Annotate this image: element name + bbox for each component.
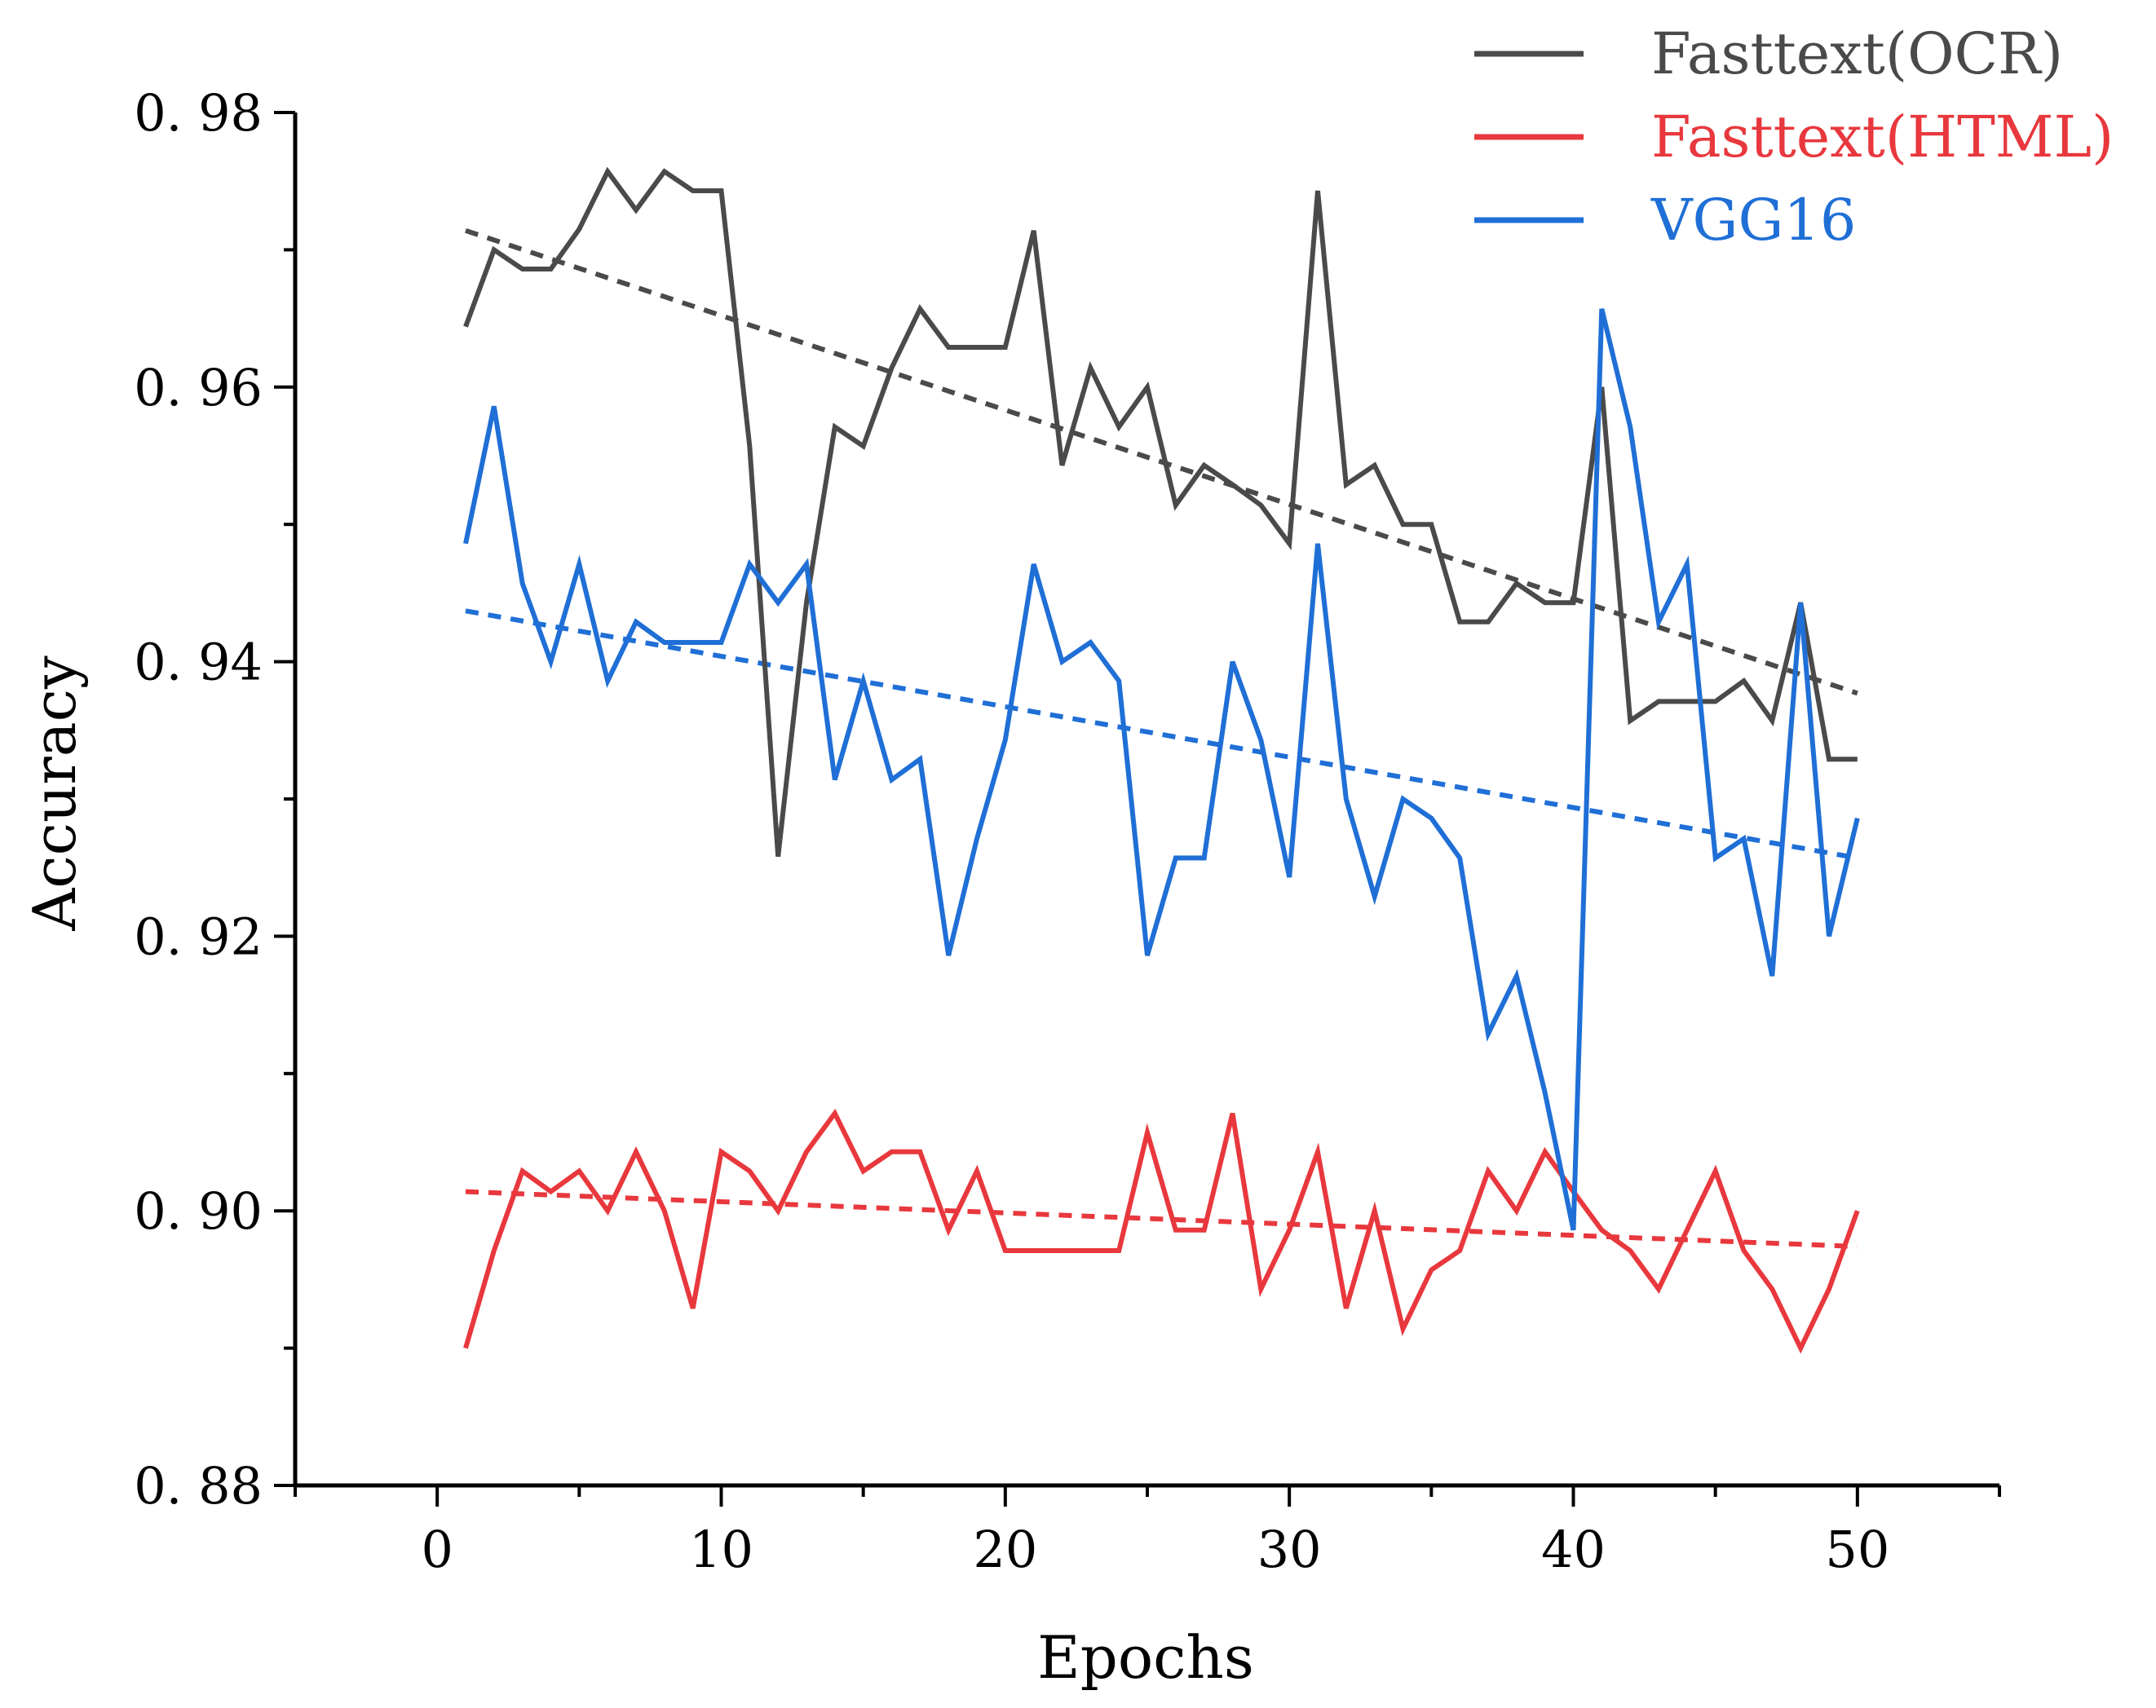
y-tick-label: 0. 98 bbox=[134, 83, 263, 143]
trend-lines bbox=[465, 227, 1858, 1249]
x-tick-label: 40 bbox=[1541, 1520, 1606, 1579]
trend-line bbox=[465, 1189, 1858, 1249]
y-axis-title: Accuracy bbox=[20, 655, 89, 932]
x-tick-label: 20 bbox=[973, 1520, 1037, 1579]
y-tick-label: 0. 92 bbox=[134, 907, 263, 966]
plot-frame bbox=[293, 113, 1999, 1488]
legend-label: Fasttext(OCR) bbox=[1651, 20, 2063, 87]
legend-label: VGG16 bbox=[1650, 187, 1856, 254]
series-lines bbox=[463, 166, 1860, 1354]
series-line bbox=[463, 308, 1860, 1231]
series-line bbox=[463, 1108, 1860, 1354]
x-axis-title: Epochs bbox=[1037, 1623, 1254, 1692]
y-tick-label: 0. 94 bbox=[134, 633, 263, 692]
x-tick-label: 10 bbox=[689, 1520, 753, 1579]
x-tick-label: 0 bbox=[421, 1520, 453, 1579]
axis-tick-labels: 0 10 20 30 40 50 0. 88 0. 90 0. 92 0. 94 0. 96 0. 9… bbox=[134, 83, 1889, 1579]
x-tick-label: 50 bbox=[1825, 1520, 1889, 1579]
legend-label: Fasttext(HTML) bbox=[1651, 104, 2114, 170]
y-tick-label: 0. 90 bbox=[134, 1181, 263, 1241]
series-line bbox=[463, 166, 1858, 858]
x-tick-label: 30 bbox=[1257, 1520, 1322, 1579]
trend-line bbox=[465, 608, 1858, 861]
trend-line bbox=[465, 227, 1858, 696]
legend: Fasttext(OCR) Fasttext(HTML) VGG16 bbox=[1474, 20, 2114, 254]
axis-ticks bbox=[274, 111, 2001, 1507]
y-tick-label: 0. 96 bbox=[134, 358, 263, 417]
y-tick-label: 0. 88 bbox=[134, 1456, 263, 1516]
